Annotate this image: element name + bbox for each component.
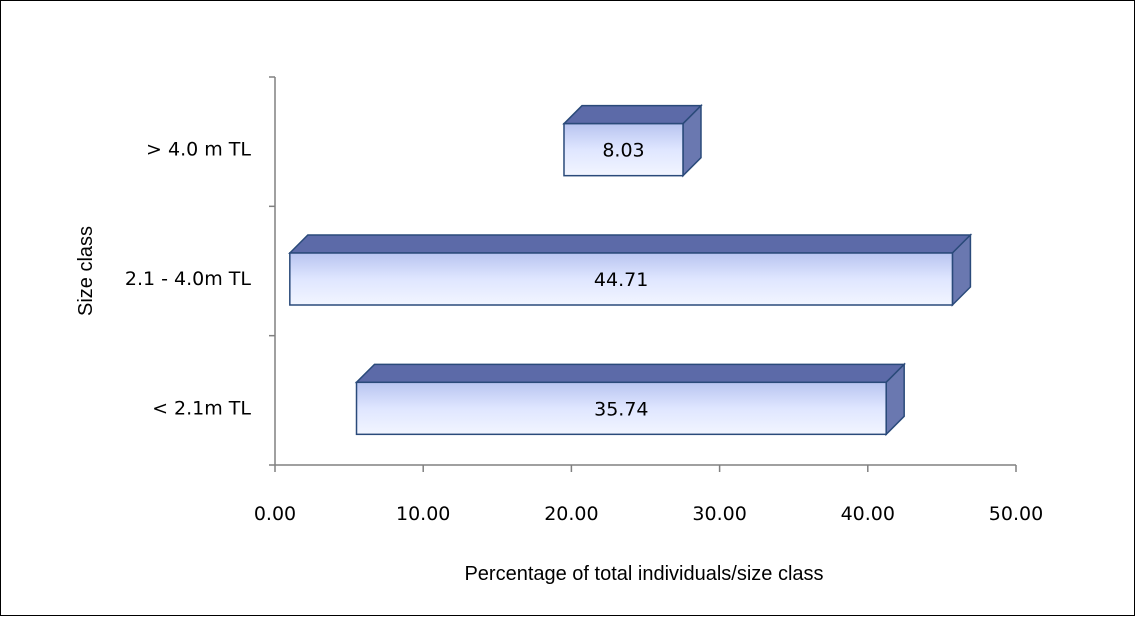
- data-label: 44.71: [594, 269, 648, 291]
- y-axis-title: Size class: [75, 226, 97, 316]
- bar-front-face: [289, 252, 954, 306]
- bar-top-face: [288, 234, 973, 254]
- axes: 0.00 10.00 20.00 30.00 40.00 50.00: [254, 76, 1043, 525]
- category-label: < 2.1m TL: [152, 397, 251, 419]
- bar: [562, 103, 703, 178]
- x-tick-label: 50.00: [989, 503, 1043, 525]
- x-tick-label: 20.00: [544, 503, 598, 525]
- bar-top-face: [562, 104, 703, 125]
- bar-front-face: [355, 381, 887, 436]
- x-tick-label: 0.00: [254, 503, 296, 525]
- bar: [354, 362, 906, 437]
- category-label: 2.1 - 4.0m TL: [125, 268, 252, 290]
- bars: [288, 103, 973, 437]
- bar-top-face: [354, 363, 906, 384]
- data-label: 8.03: [602, 140, 644, 162]
- bar: [288, 233, 973, 307]
- x-axis-title: Percentage of total individuals/size cla…: [464, 563, 823, 585]
- data-label: 35.74: [594, 398, 648, 420]
- category-label: > 4.0 m TL: [146, 139, 251, 161]
- x-tick-label: 30.00: [692, 503, 746, 525]
- x-tick-label: 10.00: [396, 503, 450, 525]
- x-tick-label: 40.00: [841, 503, 895, 525]
- labels: 35.74 < 2.1m TL 44.71 2.1 - 4.0m TL 8.03 > 4.…: [125, 139, 649, 421]
- bar-front-face: [563, 122, 684, 177]
